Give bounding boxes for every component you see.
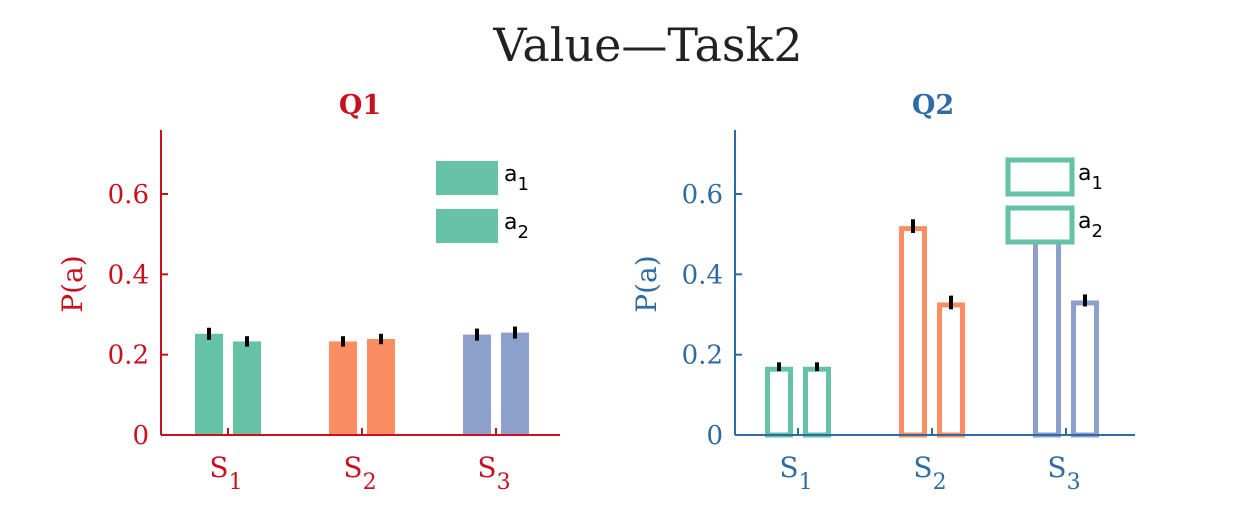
bar — [765, 366, 793, 438]
bar — [195, 333, 223, 435]
bar — [463, 334, 491, 435]
y-axis-label: P(a) — [56, 255, 89, 312]
x-tick-label: S1 — [779, 451, 812, 495]
bar — [367, 339, 395, 435]
panel-title: Q1 — [339, 90, 381, 121]
bar — [937, 302, 965, 438]
figure-title: Value—Task2 — [492, 18, 802, 72]
legend-label: a2 — [1078, 209, 1103, 242]
panel-q2: Q2 P(a) 0 0.2 0.4 0.6 S1 S2 S3 a1 a2 — [630, 90, 1135, 495]
y-tick-label: 0 — [706, 421, 723, 451]
y-tick-label: 0.2 — [682, 341, 723, 371]
x-tick-label: S3 — [1047, 451, 1080, 495]
bar — [1033, 234, 1061, 438]
x-tick-label: S3 — [477, 451, 510, 495]
legend-label: a1 — [504, 162, 529, 195]
legend-swatch — [436, 209, 498, 243]
y-tick-label: 0.6 — [108, 180, 149, 210]
legend-swatch — [1005, 157, 1075, 197]
y-axis-label: P(a) — [630, 255, 663, 312]
legend-swatch — [1005, 205, 1075, 245]
x-tick-label: S2 — [913, 451, 946, 495]
panel-q1: Q1 P(a) 0 0.2 0.4 0.6 S1 S2 S3 a1 a2 — [56, 90, 560, 495]
y-tick-label: 0.4 — [682, 260, 723, 290]
panel-title: Q2 — [912, 90, 954, 121]
legend-swatch — [436, 161, 498, 195]
bar — [329, 341, 357, 435]
bar — [501, 332, 529, 435]
legend-label: a1 — [1078, 161, 1103, 194]
bar — [233, 341, 261, 435]
y-tick-label: 0.2 — [108, 341, 149, 371]
x-tick-label: S1 — [209, 451, 242, 495]
bar — [899, 226, 927, 438]
y-tick-label: 0 — [132, 421, 149, 451]
bar — [1071, 300, 1099, 438]
y-tick-label: 0.6 — [682, 180, 723, 210]
legend-label: a2 — [504, 210, 529, 243]
bar — [803, 366, 831, 438]
y-tick-label: 0.4 — [108, 260, 149, 290]
x-tick-label: S2 — [343, 451, 376, 495]
